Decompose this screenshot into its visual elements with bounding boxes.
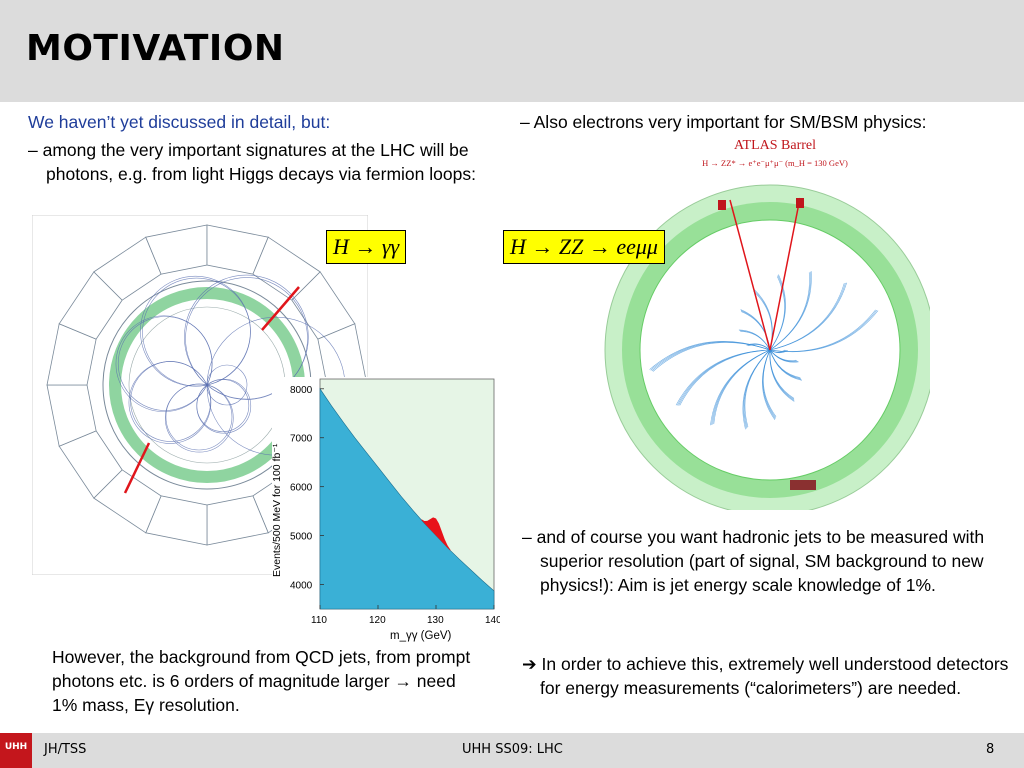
charged-track <box>769 349 799 363</box>
em-cluster-2 <box>796 198 804 208</box>
uhh-logo: UHH <box>0 733 32 768</box>
footer-course: UHH SS09: LHC <box>462 742 563 757</box>
background-note: However, the background from QCD jets, f… <box>52 647 471 715</box>
charged-track <box>196 379 250 432</box>
y-tick-label: 7000 <box>290 434 313 445</box>
charged-track <box>185 277 308 400</box>
charged-track <box>142 277 251 387</box>
event-subtitle: H → ZZ* → e⁺e⁻μ⁺μ⁻ (m_H = 130 GeV) <box>702 158 848 168</box>
diphoton-mass-chart: 110 120 130 140 4000 5000 6000 7000 8000 Events/… <box>272 377 500 643</box>
charged-track <box>165 383 233 451</box>
charged-track <box>746 343 771 351</box>
charged-track <box>769 349 802 381</box>
y-tick-label: 5000 <box>290 532 313 543</box>
bullet-calorimeters: ➔ In order to achieve this, extremely we… <box>522 654 1009 698</box>
charged-track <box>762 349 776 421</box>
x-tick-label: 120 <box>369 615 386 626</box>
y-tick-label: 4000 <box>290 581 313 592</box>
em-cluster-1 <box>718 200 726 210</box>
header-bar <box>0 0 1024 102</box>
y-tick-label: 8000 <box>290 385 313 396</box>
bullet-jets: – and of course you want hadronic jets t… <box>522 527 985 595</box>
page-number: 8 <box>986 742 995 757</box>
charged-track <box>675 349 771 406</box>
x-tick-label: 140 <box>485 615 500 626</box>
footer-author: JH/TSS <box>44 742 87 757</box>
photon-1 <box>261 286 300 331</box>
charged-track <box>769 271 812 351</box>
charged-track <box>184 274 309 400</box>
charged-track <box>769 282 848 351</box>
electron-track-1 <box>729 199 771 351</box>
y-tick-label: 6000 <box>290 483 313 494</box>
charged-track <box>769 349 789 354</box>
electron-track-2 <box>769 197 801 351</box>
bullet-photons: – among the very important signatures at… <box>28 140 476 184</box>
x-tick-label: 130 <box>427 615 444 626</box>
background-area <box>319 387 495 610</box>
atlas-zz-event-display <box>604 184 930 510</box>
signal-peak <box>421 517 451 551</box>
charged-track <box>649 341 771 370</box>
y-axis-label: Events/500 MeV for 100 fb⁻¹ <box>272 443 283 577</box>
charged-track <box>710 349 771 426</box>
charged-track <box>769 310 879 353</box>
formula-h-gamma-gamma: H → γγ <box>326 230 407 264</box>
intro-text: We haven’t yet discussed in detail, but: <box>28 112 331 132</box>
charged-track <box>769 349 795 402</box>
formula-h-zz-eemumu: H → ZZ → eeμμ <box>503 230 665 264</box>
charged-track <box>130 361 211 442</box>
charged-track <box>738 329 771 351</box>
charged-track <box>117 316 213 411</box>
charged-track <box>742 349 771 430</box>
charged-track <box>769 274 786 351</box>
bullet-electrons: – Also electrons very important for SM/B… <box>520 112 927 132</box>
muon-hit <box>790 480 816 490</box>
event-title: ATLAS Barrel <box>733 138 817 153</box>
footer-bar <box>0 733 1024 768</box>
x-tick-label: 110 <box>311 615 327 626</box>
page-title: MOTIVATION <box>26 28 285 69</box>
photon-2 <box>123 442 151 494</box>
x-axis-label: m_γγ (GeV) <box>390 630 452 642</box>
